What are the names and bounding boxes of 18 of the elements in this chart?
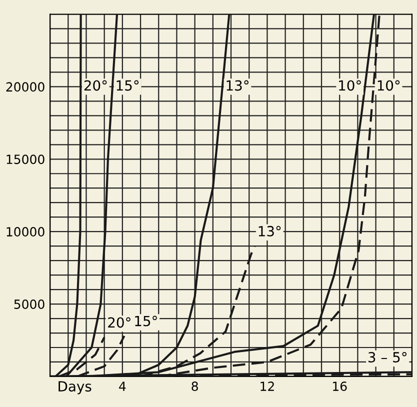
series-label: 3 – 5° bbox=[368, 352, 407, 362]
y-tick-label: 20000 bbox=[6, 82, 44, 92]
x-axis-title: Days bbox=[58, 381, 92, 394]
series-label: 10° bbox=[378, 80, 400, 91]
y-tick-label: 10000 bbox=[6, 227, 44, 237]
x-tick-label: 8 bbox=[192, 382, 198, 392]
y-tick-label: 15000 bbox=[6, 154, 44, 164]
series-label: 20° bbox=[84, 80, 107, 91]
x-tick-label: 12 bbox=[260, 382, 274, 391]
series-label: 15° bbox=[116, 80, 139, 91]
series-label: 13° bbox=[226, 80, 248, 91]
x-tick-label: 16 bbox=[333, 382, 347, 392]
series-label: 15° bbox=[135, 316, 157, 326]
series-label: 20° bbox=[108, 317, 130, 328]
series-label: 13° bbox=[258, 226, 281, 236]
series-label: 10° bbox=[339, 80, 361, 91]
x-tick-label: 4 bbox=[119, 382, 126, 391]
y-tick-label: 5000 bbox=[14, 300, 44, 309]
